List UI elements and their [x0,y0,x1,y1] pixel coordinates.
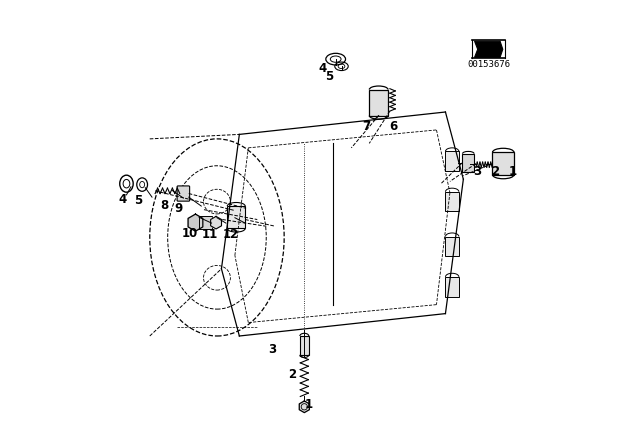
Text: 6: 6 [389,120,397,133]
Text: 2: 2 [288,368,296,382]
Text: 9: 9 [175,202,183,215]
Text: 3: 3 [268,343,276,356]
Bar [300,336,309,355]
Bar [445,192,459,211]
Text: 12: 12 [222,228,239,241]
Text: 4: 4 [119,193,127,206]
Text: 1: 1 [305,398,313,412]
Text: 7: 7 [362,120,371,133]
Text: 1: 1 [509,164,516,178]
Bar [463,154,474,172]
Bar [445,237,459,256]
Bar [445,151,459,171]
Bar [493,152,514,175]
Bar [227,206,245,228]
Bar [199,216,212,229]
Text: 4: 4 [318,61,326,75]
Polygon shape [188,214,203,231]
Polygon shape [211,216,221,229]
Bar [369,90,388,116]
Polygon shape [300,401,309,413]
Text: 2: 2 [491,164,499,178]
Text: 11: 11 [202,228,218,241]
Text: 5: 5 [134,194,143,207]
FancyBboxPatch shape [177,186,189,201]
Polygon shape [475,41,503,57]
Text: 5: 5 [325,69,333,83]
Text: 8: 8 [160,198,168,212]
Text: 00153676: 00153676 [467,60,510,69]
Bar [445,277,459,297]
Text: 3: 3 [473,164,481,178]
Text: 10: 10 [182,227,198,241]
